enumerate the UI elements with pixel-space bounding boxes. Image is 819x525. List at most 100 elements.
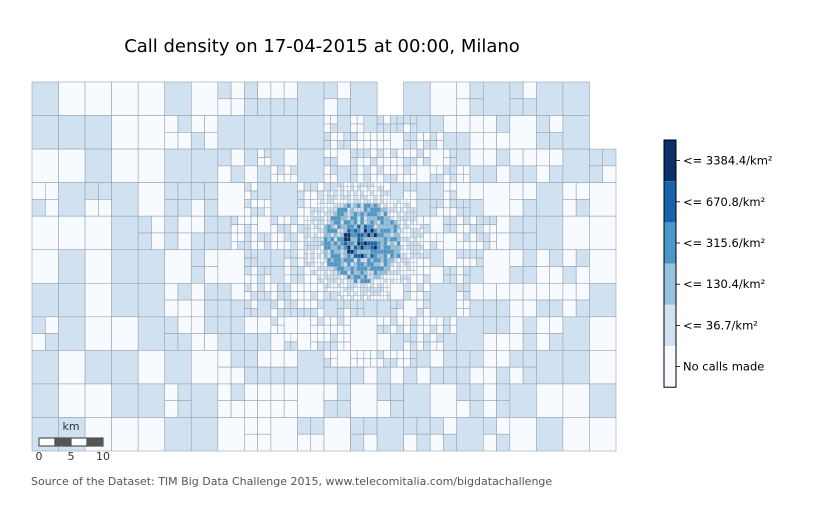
map-cell [310,282,318,292]
map-cell [357,232,361,238]
map-cell [333,203,338,208]
map-cell [409,173,418,183]
map-cell [416,299,424,309]
map-cell [297,190,305,200]
map-cell [204,316,219,334]
map-cell [380,211,384,217]
legend-label: <= 315.6/km² [683,236,765,250]
map-cell [386,220,391,225]
map-cell [416,274,424,284]
map-cell [410,266,414,271]
map-cell [373,186,378,192]
map-cell [370,224,374,229]
map-cell [406,274,411,280]
map-cell [390,262,394,267]
map-cell [330,274,335,280]
map-cell [456,148,471,167]
map-cell [449,173,458,183]
map-cell [237,232,245,242]
map-cell [84,148,112,183]
map-cell [244,224,252,234]
map-cell [360,278,364,284]
map-cell [340,203,345,208]
map-cell [366,236,371,242]
map-cell [84,249,112,284]
map-cell [482,316,497,334]
map-cell [416,350,431,368]
map-cell [386,283,391,288]
map-cell [522,366,537,385]
map-cell [400,203,404,208]
map-cell [340,211,345,217]
map-cell [58,215,86,251]
map-cell [376,203,381,208]
map-cell [409,358,418,368]
map-cell [337,257,341,263]
map-cell [396,274,401,280]
map-cell [380,249,384,255]
map-cell [297,182,305,192]
map-cell [244,299,252,309]
map-cell [370,165,378,175]
map-cell [343,241,348,246]
map-cell [416,224,421,229]
map-cell [244,400,258,418]
map-cell [357,291,361,297]
map-cell [217,350,232,368]
map-cell [429,215,444,234]
map-cell [390,299,398,309]
map-cell [330,341,338,351]
map-cell [536,81,564,116]
map-cell [320,274,325,280]
map-cell [350,283,355,288]
map-cell [390,157,398,167]
map-cell [353,186,358,192]
map-cell [373,190,378,196]
map-cell [270,224,278,234]
map-cell [353,253,358,259]
map-cell [350,262,355,267]
map-cell [277,324,285,334]
map-cell [177,316,192,334]
map-cell [366,216,371,221]
map-cell [320,207,325,213]
map-cell [413,253,418,259]
map-cell [303,291,312,301]
map-cell [403,245,408,250]
map-cell [536,316,550,334]
map-cell [323,283,328,288]
map-cell [340,295,345,301]
map-cell [343,236,348,242]
map-cell [383,358,391,368]
map-cell [366,283,371,288]
map-cell [400,199,404,204]
map-cell [549,249,564,267]
map-cell [350,270,355,276]
map-cell [463,266,471,276]
map-cell [244,366,258,385]
map-cell [469,81,484,100]
map-cell [257,266,265,276]
map-cell [373,207,378,213]
map-cell [476,232,484,242]
map-cell [363,433,378,452]
map-cell [340,262,345,267]
map-cell [482,333,497,351]
map-cell [356,358,365,368]
map-cell [393,211,398,217]
map-cell [360,203,364,208]
map-cell [263,266,272,276]
map-cell [257,282,265,292]
map-cell [363,220,368,225]
map-cell [396,148,404,158]
map-cell [230,232,239,242]
map-cell [323,291,331,301]
map-cell [403,207,408,213]
map-cell [509,215,524,234]
map-cell [297,257,305,267]
map-cell [469,224,477,234]
map-cell [330,232,335,238]
map-cell [317,333,325,343]
map-cell [327,278,331,284]
map-cell [317,236,321,242]
